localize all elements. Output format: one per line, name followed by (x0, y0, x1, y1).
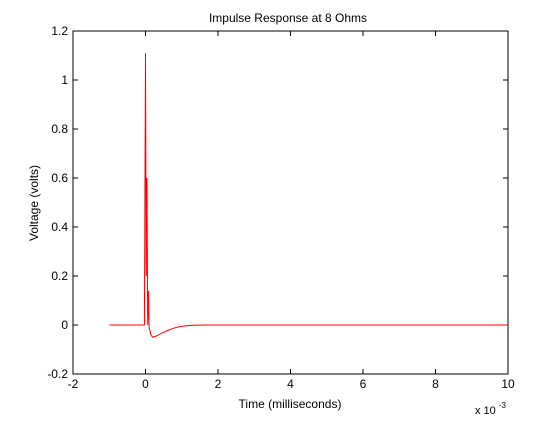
x-axis-multiplier-base: x 10 (475, 405, 496, 417)
chart-title: Impulse Response at 8 Ohms (209, 11, 367, 25)
series-line (109, 53, 508, 338)
y-tick-label: -0.2 (47, 367, 68, 381)
x-axis-ticks: -2 0 2 4 6 8 10 (68, 31, 515, 391)
x-tick-label: 6 (360, 377, 367, 391)
x-axis-multiplier-exponent: -3 (499, 401, 507, 410)
y-axis-label: Voltage (volts) (27, 165, 41, 241)
y-tick-label: 1 (61, 73, 68, 87)
x-axis-label: Time (milliseconds) (239, 397, 342, 411)
x-tick-label: 10 (501, 377, 515, 391)
x-axis-multiplier: x 10 -3 (475, 401, 507, 417)
x-tick-label: -2 (68, 377, 79, 391)
y-tick-label: 0 (61, 318, 68, 332)
y-tick-label: 0.8 (51, 122, 68, 136)
x-tick-label: 2 (215, 377, 222, 391)
series-layer (109, 53, 508, 338)
plot-area (72, 30, 509, 375)
x-tick-label: 4 (287, 377, 294, 391)
x-tick-label: 8 (432, 377, 439, 391)
y-tick-label: 1.2 (51, 24, 68, 38)
y-tick-label: 0.2 (51, 269, 68, 283)
x-tick-label: 0 (142, 377, 149, 391)
y-tick-label: 0.6 (51, 171, 68, 185)
y-tick-label: 0.4 (51, 220, 68, 234)
y-axis-ticks: -0.2 0 0.2 0.4 0.6 0.8 1 1.2 (47, 24, 508, 381)
